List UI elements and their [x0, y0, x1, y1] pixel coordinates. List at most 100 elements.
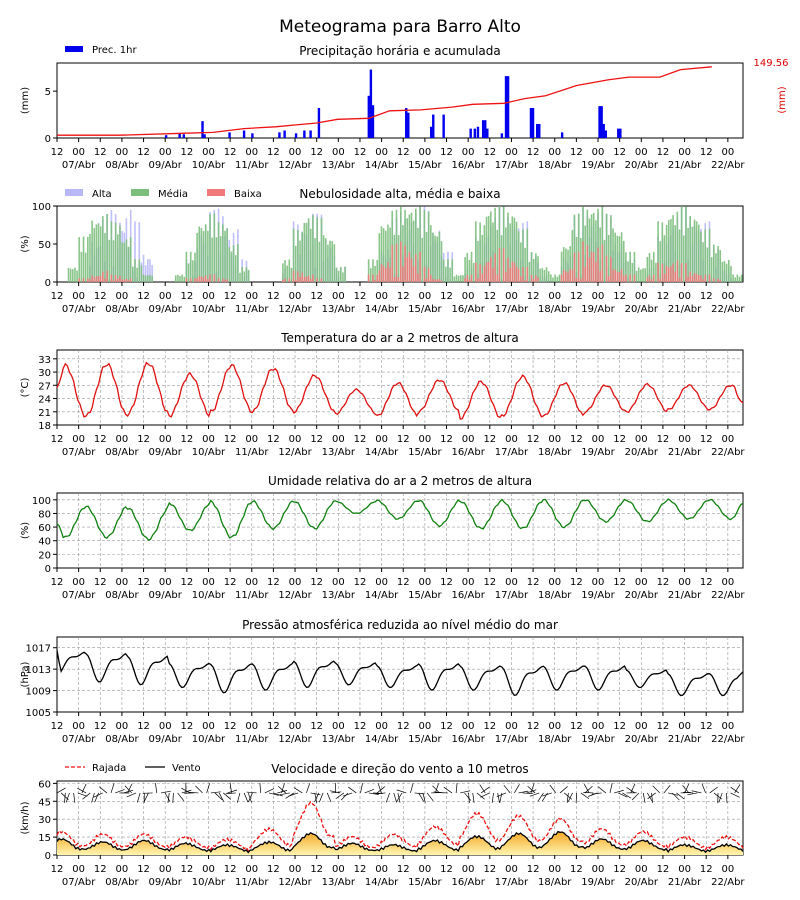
- wind-direction-arrow: [214, 792, 223, 801]
- cloud-mid-bar: [189, 251, 192, 282]
- wind-day-label: 13/Abr: [322, 877, 356, 888]
- pres-ylabel: (hPa): [20, 661, 31, 687]
- cloud-low-bar: [415, 254, 417, 282]
- rh-ytick-label: 0: [45, 564, 51, 575]
- cloud-low-bar: [618, 272, 621, 282]
- cloud-mid-bar: [89, 233, 91, 282]
- precip-bar: [432, 114, 435, 138]
- cloud-mid-bar: [451, 259, 454, 282]
- cloud-high-bar: [138, 222, 141, 282]
- temp-hour-label: 00: [505, 434, 518, 445]
- pres-day-label: 17/Abr: [495, 734, 529, 745]
- wind-hour-label: 00: [159, 864, 172, 875]
- wind-direction-arrow: [247, 792, 253, 803]
- wind-title: Velocidade e direção do vento a 10 metro…: [271, 762, 528, 776]
- cloud-mid-bar: [82, 236, 85, 282]
- cloud-mid-bar: [318, 241, 321, 282]
- precip-accumulated-line: [57, 66, 712, 136]
- cloud-mid-bar: [475, 221, 477, 282]
- wind-direction-arrow: [682, 785, 690, 794]
- wind-hour-label: 00: [548, 864, 561, 875]
- pres-day-label: 13/Abr: [322, 734, 356, 745]
- cloud-mid-bar: [339, 266, 342, 282]
- cloud-hour-label: 00: [289, 291, 302, 302]
- wind-hour-label: 12: [267, 864, 280, 875]
- cloud-day-label: 14/Abr: [365, 304, 399, 315]
- cloud-mid-bar: [282, 263, 284, 282]
- wind-direction-arrow: [319, 792, 324, 803]
- cloud-low-bar: [612, 269, 614, 282]
- precip-hour-label: 00: [505, 147, 518, 158]
- cloud-low-bar: [440, 280, 443, 282]
- precip-day-label: 07/Abr: [62, 160, 96, 171]
- cloud-mid-bar: [247, 269, 250, 282]
- cloud-low-bar: [614, 269, 616, 282]
- wind-direction-arrow: [306, 783, 310, 794]
- cloud-low-bar: [586, 245, 589, 282]
- wind-day-label: 19/Abr: [581, 877, 615, 888]
- rh-title: Umidade relativa do ar a 2 metros de alt…: [268, 474, 532, 488]
- cloud-low-bar: [104, 278, 106, 282]
- cloud-low-bar: [625, 274, 627, 282]
- wind-direction-arrow: [110, 783, 115, 794]
- cloud-low-bar: [672, 263, 674, 282]
- cloud-low-bar: [487, 261, 490, 282]
- cloud-low-bar: [650, 279, 653, 282]
- wind-day-label: 07/Abr: [62, 877, 96, 888]
- wind-direction-arrow: [522, 792, 533, 794]
- temp-hour-label: 12: [657, 434, 670, 445]
- precip-hour-label: 00: [332, 147, 345, 158]
- cloud-low-bar: [633, 274, 636, 282]
- precip-bar: [371, 105, 375, 138]
- cloud-low-bar: [573, 252, 576, 282]
- cloud-hour-label: 00: [548, 291, 561, 302]
- pres-frame: [56, 636, 744, 713]
- cloud-hour-label: 12: [483, 291, 496, 302]
- cloud-low-bar: [670, 266, 672, 282]
- page-title: Meteograma para Barro Alto: [279, 17, 521, 37]
- cloud-legend-label: Alta: [92, 189, 112, 200]
- cloud-mid-bar: [222, 224, 224, 282]
- wind-direction-arrow: [584, 785, 593, 794]
- cloud-hour-label: 12: [224, 291, 237, 302]
- cloud-mid-bar: [693, 219, 696, 282]
- temp-day-label: 14/Abr: [365, 447, 399, 458]
- precip-hour-label: 00: [289, 147, 302, 158]
- cloud-low-bar: [402, 266, 404, 282]
- cloud-mid-bar: [603, 239, 606, 282]
- precip-hour-label: 00: [419, 147, 432, 158]
- cloud-mid-bar: [384, 230, 387, 282]
- pres-day-label: 07/Abr: [62, 734, 96, 745]
- precip-hour-label: 00: [245, 147, 258, 158]
- cloud-mid-bar: [106, 213, 108, 282]
- cloud-mid-bar: [303, 222, 306, 282]
- cloud-mid-bar: [648, 252, 651, 282]
- cloud-mid-bar: [307, 218, 310, 282]
- cloud-mid-bar: [151, 275, 153, 282]
- wind-hour-label: 00: [116, 864, 129, 875]
- wind-hour-label: 12: [657, 864, 670, 875]
- cloud-mid-bar: [134, 259, 136, 282]
- wind-direction-arrow: [530, 783, 535, 794]
- cloud-mid-bar: [434, 235, 436, 282]
- cloud-mid-bar: [513, 217, 516, 282]
- pres-hour-label: 00: [548, 721, 561, 732]
- cloud-mid-bar: [369, 268, 372, 282]
- cloud-mid-bar: [627, 261, 629, 282]
- pres-hour-label: 12: [397, 721, 410, 732]
- cloud-mid-bar: [712, 244, 715, 282]
- wind-direction-arrow: [691, 790, 702, 794]
- precip-bar: [500, 133, 504, 138]
- precip-bar: [473, 128, 477, 138]
- cloud-low-bar: [584, 266, 586, 282]
- cloud-mid-bar: [290, 267, 293, 282]
- temp-hour-label: 12: [354, 434, 367, 445]
- pres-hour-label: 00: [375, 721, 388, 732]
- cloud-mid-bar: [110, 221, 113, 282]
- precip-bar: [486, 128, 489, 138]
- cloud-mid-bar: [487, 216, 490, 282]
- cloud-day-label: 10/Abr: [192, 304, 226, 315]
- rh-hour-label: 00: [548, 577, 561, 588]
- pres-hour-label: 12: [180, 721, 193, 732]
- wind-direction-arrow: [177, 792, 185, 801]
